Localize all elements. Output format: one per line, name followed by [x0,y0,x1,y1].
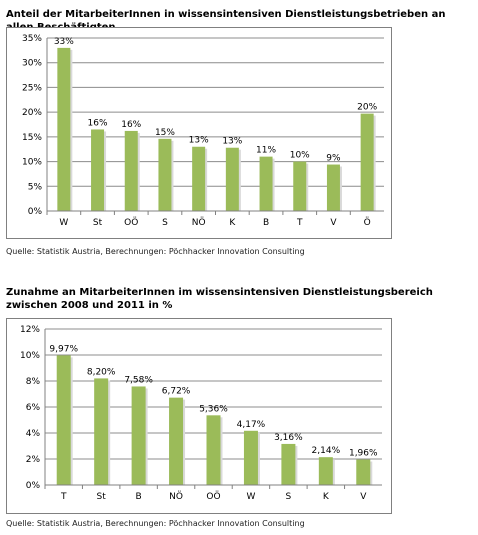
chart2-data-label: 9,97% [49,344,78,354]
chart1-ytick-label: 35% [22,34,42,44]
chart2-bar [318,457,333,485]
chart1-bar [91,129,105,211]
chart1-data-label: 9% [326,154,341,164]
chart2-category-label: T [60,492,67,502]
chart2-ytick-label: 2% [26,455,41,465]
chart2-data-label: 3,16% [274,433,303,443]
chart1-ytick-label: 10% [22,158,42,168]
chart1-bar [158,138,172,211]
chart2-category-label: S [286,492,292,502]
chart2-bar [206,415,221,485]
chart1-category-label: Ö [364,217,371,228]
chart2-bar [356,459,371,485]
chart2-data-label: 5,36% [199,404,228,414]
chart2-bar [169,397,184,485]
chart1-bar [326,164,340,211]
chart1-ytick-label: 20% [22,108,42,118]
chart2-category-label: V [360,492,367,502]
chart1-bar [225,147,239,211]
chart1-category-label: S [162,218,168,228]
chart2-ytick-label: 8% [26,377,41,387]
chart2-frame: 0% 2% 4% 6% 8% 10% 12% 9,97% T 8,20% St 7,58% B 6,72%… [6,318,392,514]
chart2-data-label: 7,58% [124,375,153,385]
chart2-ytick-label: 12% [20,325,40,335]
chart2-data-label: 4,17% [237,420,266,430]
chart1-data-label: 20% [357,103,377,113]
chart1-category-label: V [330,218,337,228]
chart1-data-label: 13% [189,136,209,146]
chart1-category-label: B [263,218,269,228]
chart2-ytick-label: 4% [26,429,41,439]
chart1-data-label: 33% [54,37,74,47]
chart2-category-label: W [246,492,255,502]
chart1-bar [293,161,307,211]
chart1-bar [57,47,71,211]
chart1-category-label: K [229,218,236,228]
chart1-data-label: 10% [290,151,310,161]
chart1-bar [360,113,374,211]
chart1-plot: 0% 5% 10% 15% 20% 25% 30% 35% 33% W 16% St 16% OÖ 15% S… [22,34,384,228]
chart1-category-label: W [59,218,68,228]
chart1-data-label: 13% [222,137,242,147]
chart2-bar [131,386,146,485]
chart2-bar [281,443,296,485]
chart1-bar [192,146,206,211]
chart1-ytick-label: 25% [22,83,42,93]
chart2-category-label: NÖ [169,491,183,502]
chart2-ytick-label: 6% [26,403,41,413]
chart2-title: Zunahme an MitarbeiterInnen im wissensin… [6,287,433,311]
chart1-ytick-label: 15% [22,133,42,143]
chart2-ytick-label: 0% [26,481,41,491]
chart1-category-label: T [296,218,303,228]
chart1-category-label: OÖ [124,217,138,228]
chart2-plot: 0% 2% 4% 6% 8% 10% 12% 9,97% T 8,20% St 7,58% B 6,72%… [20,325,382,502]
chart1-data-label: 15% [155,128,175,138]
chart1-bar [259,156,273,211]
chart2-data-label: 1,96% [349,449,378,459]
chart2-category-label: OÖ [206,491,220,502]
chart2-ytick-label: 10% [20,351,40,361]
chart2-category-label: B [136,492,142,502]
chart1-frame: 0% 5% 10% 15% 20% 25% 30% 35% 33% W 16% St 16% OÖ 15% S… [6,27,392,239]
chart1-data-label: 11% [256,146,276,156]
chart2-bar [56,355,71,485]
chart1-data-label: 16% [88,118,108,128]
chart1-ytick-label: 30% [22,59,42,69]
chart2-bar [94,378,109,485]
chart2-data-label: 6,72% [162,387,191,397]
chart1-ytick-label: 5% [28,182,43,192]
chart1-source: Quelle: Statistik Austria, Berechnungen:… [6,247,305,256]
chart1-ytick-label: 0% [28,207,43,217]
chart1-category-label: St [93,218,103,228]
chart2-data-label: 2,14% [312,446,341,456]
chart1-bar [124,130,138,211]
chart2-source: Quelle: Statistik Austria, Berechnungen:… [6,519,305,528]
chart2-data-label: 8,20% [87,367,116,377]
chart1-data-label: 16% [121,120,141,130]
chart2-category-label: St [97,492,107,502]
chart1-category-label: NÖ [192,217,206,228]
chart2-bar [243,430,258,485]
chart2-category-label: K [323,492,330,502]
